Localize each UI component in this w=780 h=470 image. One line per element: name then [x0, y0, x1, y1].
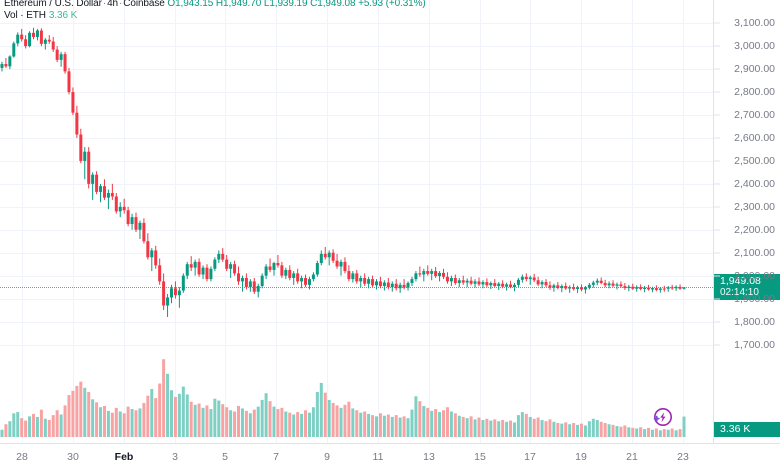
price-tick-label: 2,200.00	[734, 223, 775, 236]
price-tick-mark	[714, 275, 720, 277]
price-tick-mark	[714, 321, 720, 323]
time-tick-label: 19	[575, 451, 587, 463]
price-scale[interactable]: 1,949.08 02:14:10 3.36 K 3,100.00 3,000.0…	[713, 0, 780, 443]
current-price-value: 1,949.08	[720, 275, 761, 288]
time-tick-label: 28	[16, 451, 28, 463]
price-tick-label: 1,900.00	[734, 292, 775, 305]
price-tick-mark	[714, 252, 720, 254]
time-tick-label: 9	[324, 451, 330, 463]
price-tick-label: 2,100.00	[734, 246, 775, 259]
time-tick-label: 17	[524, 451, 536, 463]
time-scale[interactable]: 28 30 Feb 3 5 7 9 11 13 15 17 19 21 23	[0, 443, 780, 470]
chart-plot-area[interactable]	[0, 0, 713, 443]
price-tick-mark	[714, 22, 720, 24]
price-tick-label: 2,700.00	[734, 108, 775, 121]
candlestick-svg	[0, 0, 713, 443]
price-tick-mark	[714, 114, 720, 116]
time-tick-label: 3	[172, 451, 178, 463]
time-tick-label: 23	[677, 451, 689, 463]
current-price-line	[0, 287, 713, 289]
price-tick-mark	[714, 137, 720, 139]
time-tick-label: 13	[423, 451, 435, 463]
price-tick-label: 1,700.00	[734, 338, 775, 351]
price-tick-mark	[714, 45, 720, 47]
price-tick-label: 2,600.00	[734, 131, 775, 144]
price-tick-mark	[714, 229, 720, 231]
price-tick-mark	[714, 68, 720, 70]
time-tick-label: 15	[474, 451, 486, 463]
price-tick-label: 1,800.00	[734, 315, 775, 328]
time-tick-label: 11	[372, 451, 384, 463]
bar-countdown: 02:14:10	[720, 287, 759, 299]
time-tick-label: 21	[626, 451, 638, 463]
time-tick-label: 7	[273, 451, 279, 463]
time-tick-label: Feb	[114, 451, 134, 463]
price-tick-label: 3,000.00	[734, 40, 775, 53]
price-tick-mark	[714, 298, 720, 300]
current-price-badge: 1,949.08 02:14:10	[714, 274, 780, 301]
price-tick-mark	[714, 91, 720, 93]
time-tick-label: 5	[222, 451, 228, 463]
price-tick-label: 2,000.00	[734, 269, 775, 282]
price-tick-mark	[714, 183, 720, 185]
price-tick-mark	[714, 206, 720, 208]
time-tick-label: 30	[67, 451, 79, 463]
price-tick-label: 2,300.00	[734, 200, 775, 213]
price-tick-mark	[714, 344, 720, 346]
price-tick-label: 2,500.00	[734, 154, 775, 167]
price-tick-label: 2,400.00	[734, 177, 775, 190]
current-volume-badge: 3.36 K	[714, 422, 780, 437]
lightning-bolt-icon[interactable]	[651, 407, 673, 434]
price-tick-label: 2,900.00	[734, 63, 775, 76]
price-tick-label: 3,100.00	[734, 17, 775, 30]
price-tick-label: 2,800.00	[734, 86, 775, 99]
price-tick-mark	[714, 160, 720, 162]
